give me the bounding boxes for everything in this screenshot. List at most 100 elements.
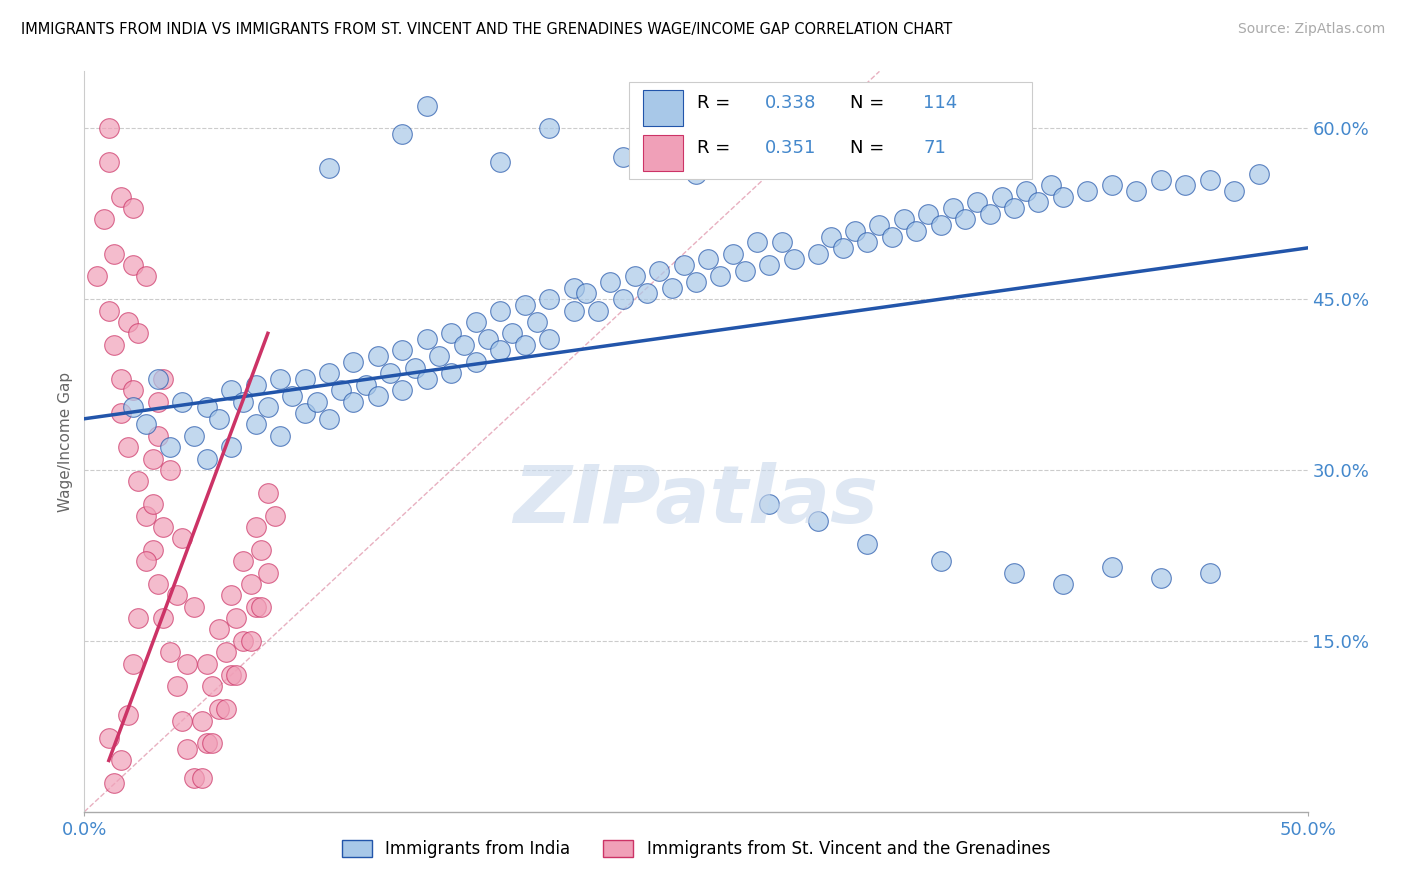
Point [636,286,658,301]
Point [1015,184,1038,198]
Point [219,384,242,398]
Point [489,155,512,169]
Point [215,702,238,716]
Point [416,332,439,346]
Point [624,269,647,284]
Point [146,577,169,591]
Point [239,633,262,648]
Point [269,372,291,386]
Point [135,269,157,284]
Point [232,554,254,568]
Point [453,337,475,351]
Point [538,292,561,306]
Text: N =: N = [851,139,890,157]
Point [464,315,486,329]
Point [97,121,120,136]
Point [219,588,242,602]
Point [159,463,181,477]
Point [856,235,879,250]
Point [575,286,598,301]
Point [103,776,125,790]
Point [747,235,769,250]
Point [538,121,561,136]
Point [1198,172,1220,186]
Point [166,588,188,602]
Point [427,349,450,363]
Point [172,532,194,546]
Legend: Immigrants from India, Immigrants from St. Vincent and the Grenadines: Immigrants from India, Immigrants from S… [333,831,1059,866]
Point [1101,559,1123,574]
Point [1150,571,1173,585]
Point [195,401,218,415]
Text: ZIPatlas: ZIPatlas [513,462,879,540]
Point [440,326,463,341]
Point [257,401,280,415]
Point [905,224,928,238]
Point [1101,178,1123,193]
Point [142,542,165,557]
Point [97,155,120,169]
Text: R =: R = [697,94,737,112]
Point [734,263,756,277]
Point [526,315,548,329]
Point [117,440,139,454]
Point [200,736,222,750]
Point [176,742,198,756]
Point [122,384,145,398]
Point [239,577,262,591]
Point [1052,189,1074,203]
Point [142,451,165,466]
Point [416,372,439,386]
Point [135,417,157,432]
Point [249,599,271,614]
Point [110,406,132,420]
Text: IMMIGRANTS FROM INDIA VS IMMIGRANTS FROM ST. VINCENT AND THE GRENADINES WAGE/INC: IMMIGRANTS FROM INDIA VS IMMIGRANTS FROM… [21,22,952,37]
Point [612,150,634,164]
Point [97,303,120,318]
Point [893,212,915,227]
Point [195,451,218,466]
Point [294,372,316,386]
Point [122,201,145,215]
Point [880,229,903,244]
Point [391,343,413,358]
Point [942,201,965,215]
Text: R =: R = [697,139,737,157]
Point [869,218,891,232]
Point [159,645,181,659]
Point [721,246,744,260]
Point [1247,167,1270,181]
Bar [644,90,682,126]
Point [122,258,145,272]
Point [685,167,707,181]
Point [807,246,830,260]
Point [245,520,267,534]
Point [489,343,512,358]
Point [1076,184,1098,198]
Point [122,401,145,415]
Point [440,366,463,380]
Point [648,263,671,277]
Point [807,144,830,158]
Point [354,377,377,392]
Point [672,258,695,272]
Point [661,281,683,295]
Point [513,337,536,351]
Point [1052,577,1074,591]
Point [103,337,125,351]
Point [318,161,340,176]
Point [685,275,707,289]
Point [294,406,316,420]
Point [697,252,720,267]
Point [807,514,830,528]
Point [110,754,132,768]
Point [219,440,242,454]
Point [758,258,780,272]
Text: N =: N = [851,94,890,112]
Point [318,366,340,380]
Point [93,212,115,227]
Point [831,241,853,255]
Point [172,714,194,728]
Point [979,207,1001,221]
Point [183,599,205,614]
